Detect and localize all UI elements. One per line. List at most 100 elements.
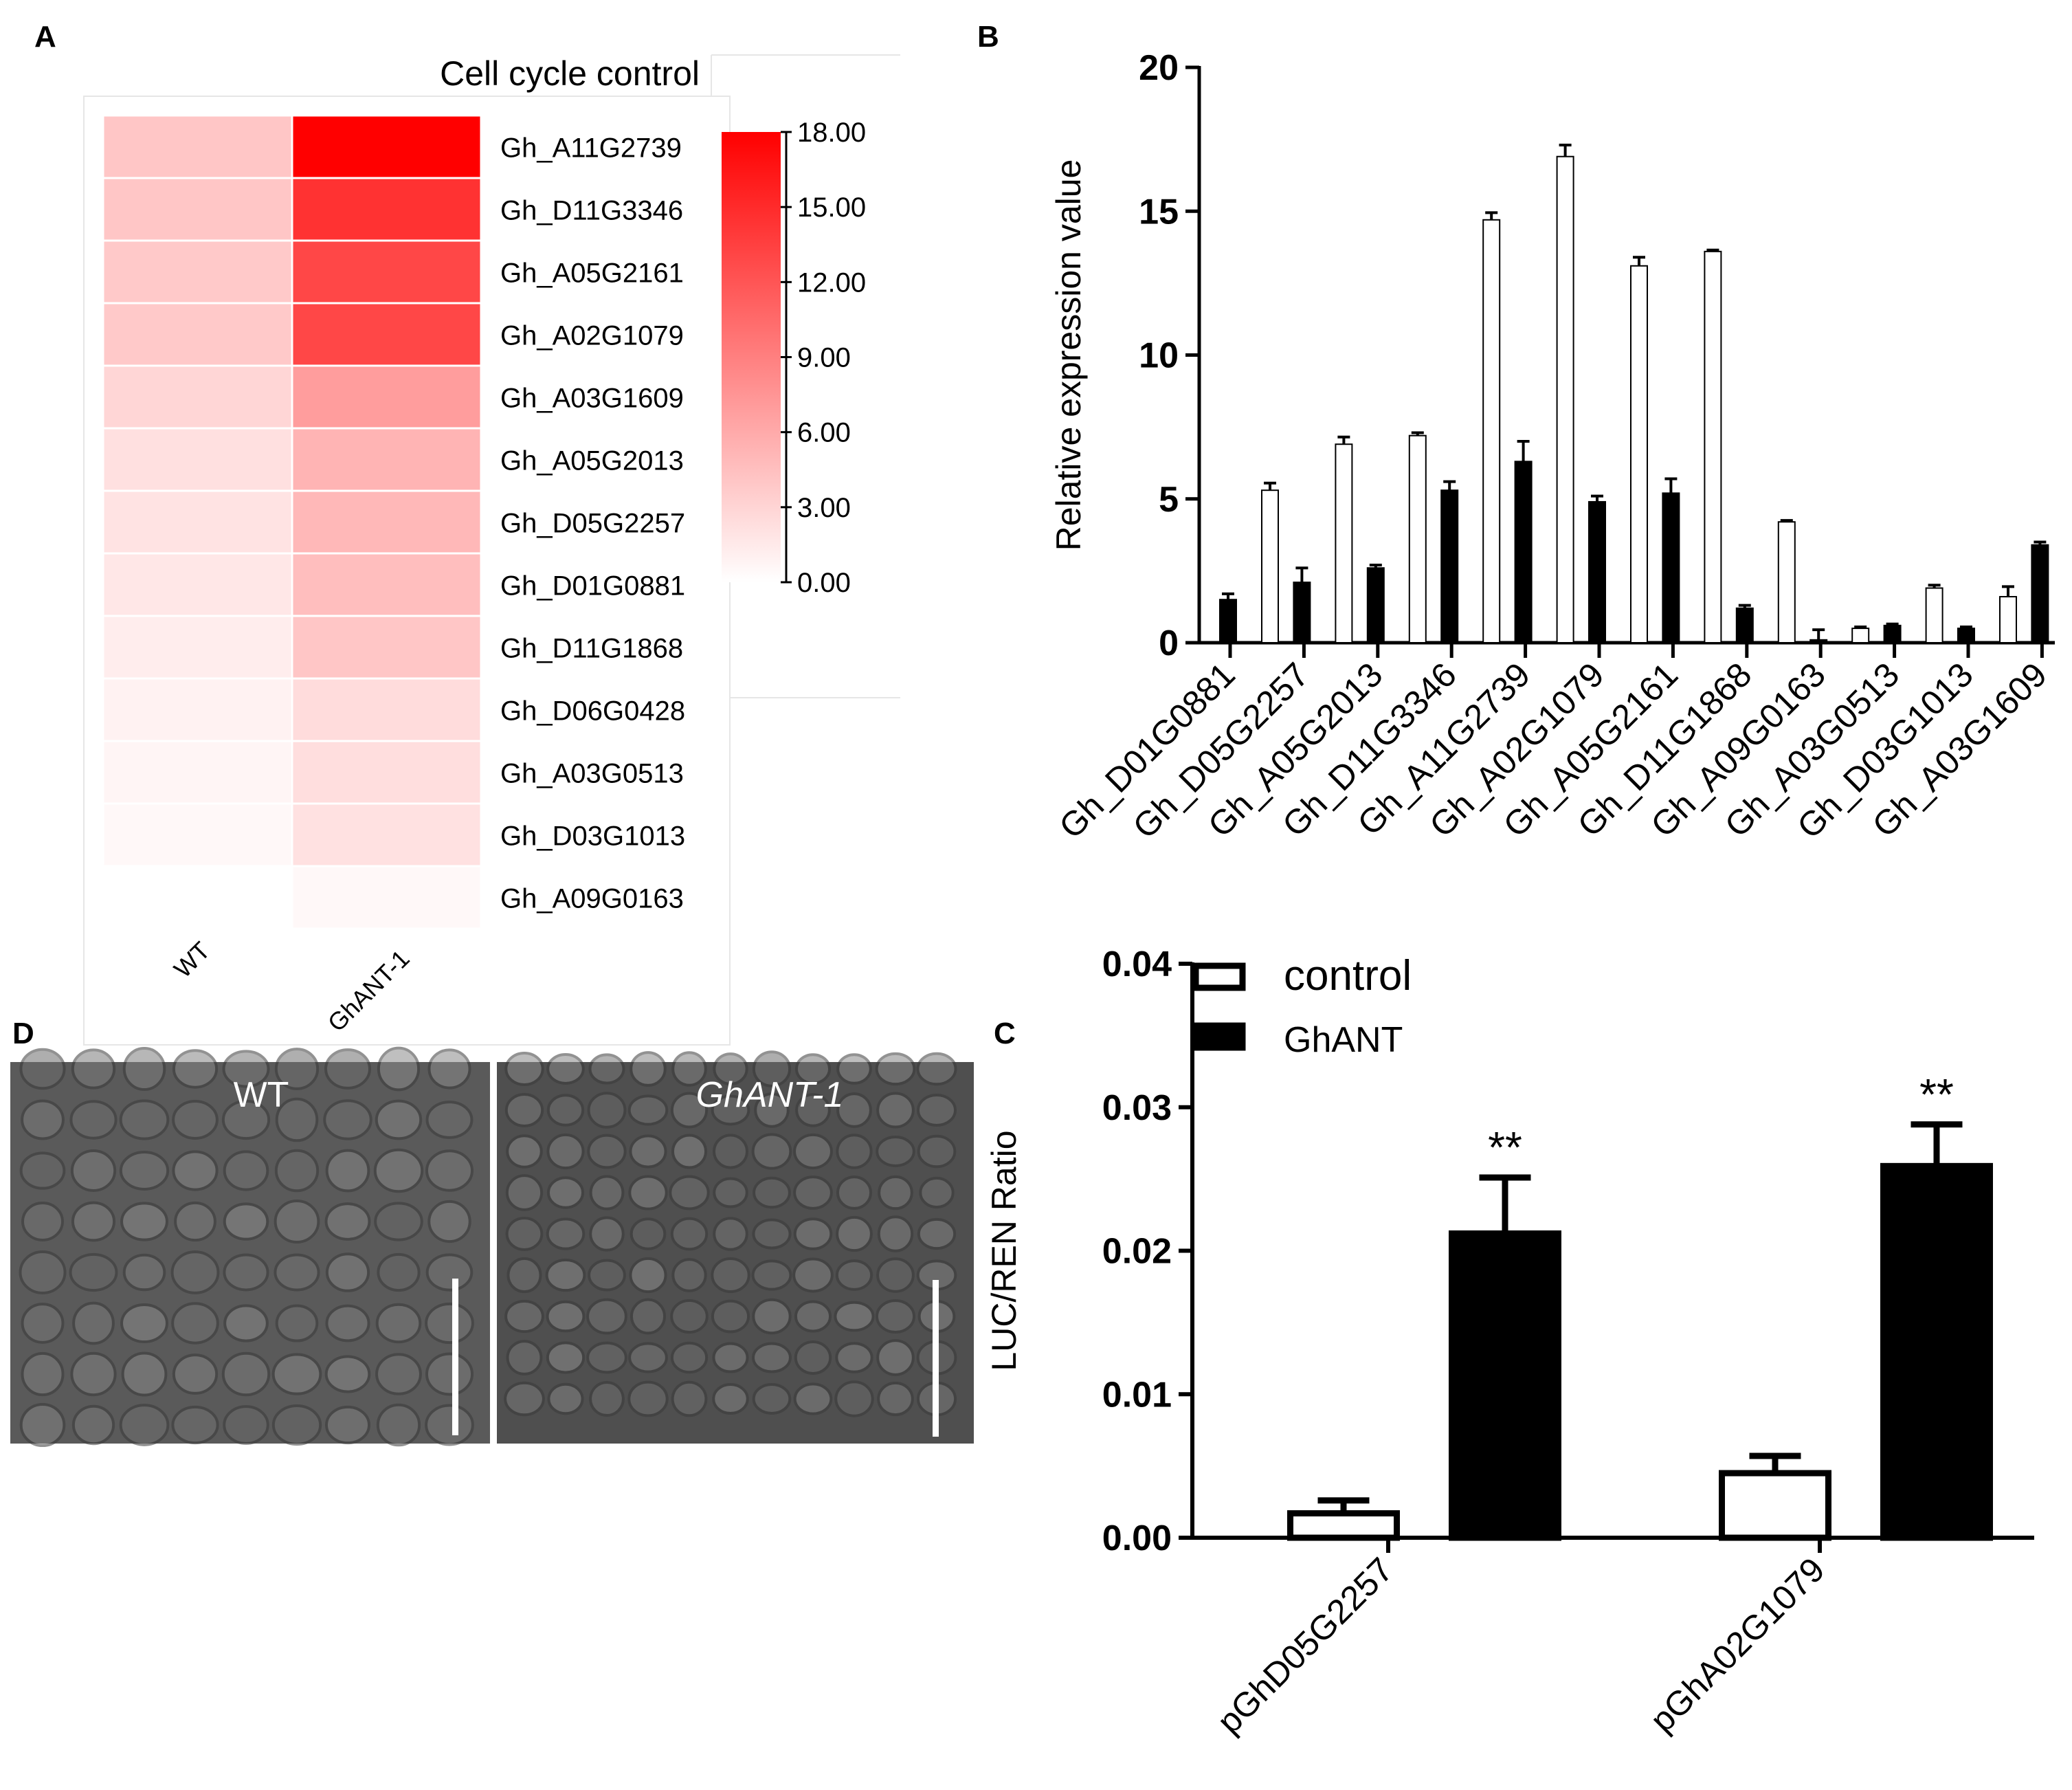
- epidermal-cell: [670, 1341, 709, 1374]
- x-tick-label: pGhD05G2257: [1210, 1550, 1400, 1741]
- epidermal-cell: [546, 1053, 585, 1085]
- heatmap-row-label: Gh_A11G2739: [500, 133, 682, 164]
- epidermal-cell: [324, 1048, 371, 1090]
- epidermal-cell: [545, 1258, 586, 1292]
- bar: [1293, 582, 1311, 643]
- epidermal-cell: [586, 1298, 627, 1335]
- heatmap-row-label: Gh_D05G2257: [500, 509, 685, 539]
- epidermal-cell: [547, 1382, 584, 1415]
- heatmap-cell: [102, 677, 293, 742]
- epidermal-cell: [713, 1217, 748, 1251]
- epidermal-cell: [546, 1217, 586, 1250]
- epidermal-cell: [19, 1402, 66, 1448]
- y-tick-label: 5: [1159, 480, 1179, 520]
- epidermal-cell: [120, 1303, 168, 1344]
- heatmap-cell: [291, 427, 482, 492]
- epidermal-cell: [21, 1303, 65, 1344]
- epidermal-cell: [630, 1298, 667, 1335]
- epidermal-cell: [795, 1093, 831, 1127]
- epidermal-cell: [275, 1097, 319, 1142]
- epidermal-cell: [275, 1304, 319, 1342]
- epidermal-cell: [120, 1202, 168, 1241]
- heatmap-cell: [291, 364, 482, 430]
- epidermal-cell: [671, 1051, 707, 1087]
- y-tick-label: 0: [1159, 623, 1179, 663]
- epidermal-cell: [629, 1134, 667, 1169]
- epidermal-cell: [505, 1217, 544, 1251]
- epidermal-cell: [325, 1252, 370, 1292]
- panel-label-d: D: [12, 1017, 34, 1050]
- heatmap-row-label: Gh_A02G1079: [500, 321, 684, 351]
- heatmap-cell: [291, 302, 482, 367]
- epidermal-cell: [589, 1216, 625, 1252]
- heatmap-column-label: GhANT-1: [322, 944, 415, 1037]
- epidermal-cell: [222, 1050, 270, 1088]
- epidermal-cell: [630, 1217, 667, 1250]
- epidermal-cell: [834, 1380, 874, 1417]
- panel-label-c: C: [994, 1017, 1016, 1050]
- epidermal-cell: [122, 1046, 166, 1092]
- epidermal-cell: [588, 1053, 625, 1085]
- epidermal-cell: [506, 1257, 542, 1294]
- epidermal-cell: [671, 1380, 708, 1417]
- epidermal-cell: [835, 1259, 873, 1291]
- epidermal-cell: [752, 1298, 792, 1335]
- epidermal-cell: [121, 1351, 168, 1397]
- bar: [1957, 628, 1975, 644]
- heatmap-cell: [291, 802, 482, 868]
- epidermal-cell: [271, 1404, 322, 1446]
- bar: [1662, 492, 1680, 643]
- epidermal-cell: [172, 1100, 219, 1140]
- micrograph-ghant: GhANT-1: [497, 1050, 974, 1444]
- heatmap-cell: [291, 239, 482, 305]
- epidermal-cell: [374, 1202, 423, 1241]
- epidermal-cell: [324, 1202, 371, 1241]
- epidermal-cell: [221, 1351, 271, 1397]
- epidermal-cell: [427, 1200, 471, 1244]
- heatmap-cell: [102, 114, 293, 179]
- legend-swatch-control: [1192, 962, 1246, 991]
- epidermal-cell: [711, 1094, 750, 1126]
- heatmap-cell: [102, 802, 293, 868]
- scale-bar-ghant: [933, 1280, 939, 1437]
- heatmap-cell: [102, 615, 293, 680]
- epidermal-cell: [274, 1149, 320, 1193]
- bar: [1999, 596, 2017, 643]
- epidermal-cell: [71, 1201, 116, 1242]
- micrograph-wt-cells: [19, 1046, 474, 1448]
- epidermal-cell: [793, 1382, 833, 1415]
- epidermal-cell: [425, 1149, 474, 1192]
- panel-label-a: A: [34, 20, 56, 54]
- heatmap-row-label: Gh_D11G3346: [500, 196, 683, 226]
- epidermal-cell: [504, 1299, 544, 1334]
- heatmap-cell: [291, 865, 482, 930]
- epidermal-cell: [72, 1301, 115, 1345]
- epidermal-cell: [587, 1134, 627, 1169]
- bar: [1719, 1470, 1831, 1541]
- epidermal-cell: [271, 1353, 322, 1395]
- epidermal-cell: [324, 1405, 371, 1445]
- epidermal-cell: [71, 1404, 115, 1446]
- epidermal-cell: [836, 1092, 872, 1128]
- epidermal-cell: [425, 1404, 474, 1446]
- epidermal-cell: [586, 1341, 627, 1374]
- epidermal-cell: [754, 1092, 790, 1128]
- epidermal-cell: [628, 1175, 668, 1211]
- epidermal-cell: [505, 1174, 544, 1211]
- epidermal-cell: [21, 1099, 65, 1140]
- bar: [1809, 639, 1828, 644]
- heatmap-row-label: Gh_A09G0163: [500, 884, 684, 914]
- heatmap-row-label: Gh_D03G1013: [500, 821, 685, 852]
- epidermal-cell: [19, 1048, 66, 1090]
- epidermal-cell: [589, 1175, 625, 1211]
- epidermal-cell: [752, 1382, 792, 1415]
- epidermal-cell: [19, 1250, 67, 1294]
- heatmap-cell: [291, 489, 482, 555]
- bar: [1482, 219, 1501, 643]
- bar: [1219, 599, 1237, 643]
- epidermal-cell: [425, 1253, 474, 1292]
- epidermal-cell: [506, 1134, 543, 1169]
- epidermal-cell: [425, 1352, 474, 1396]
- heatmap-cell: [102, 364, 293, 430]
